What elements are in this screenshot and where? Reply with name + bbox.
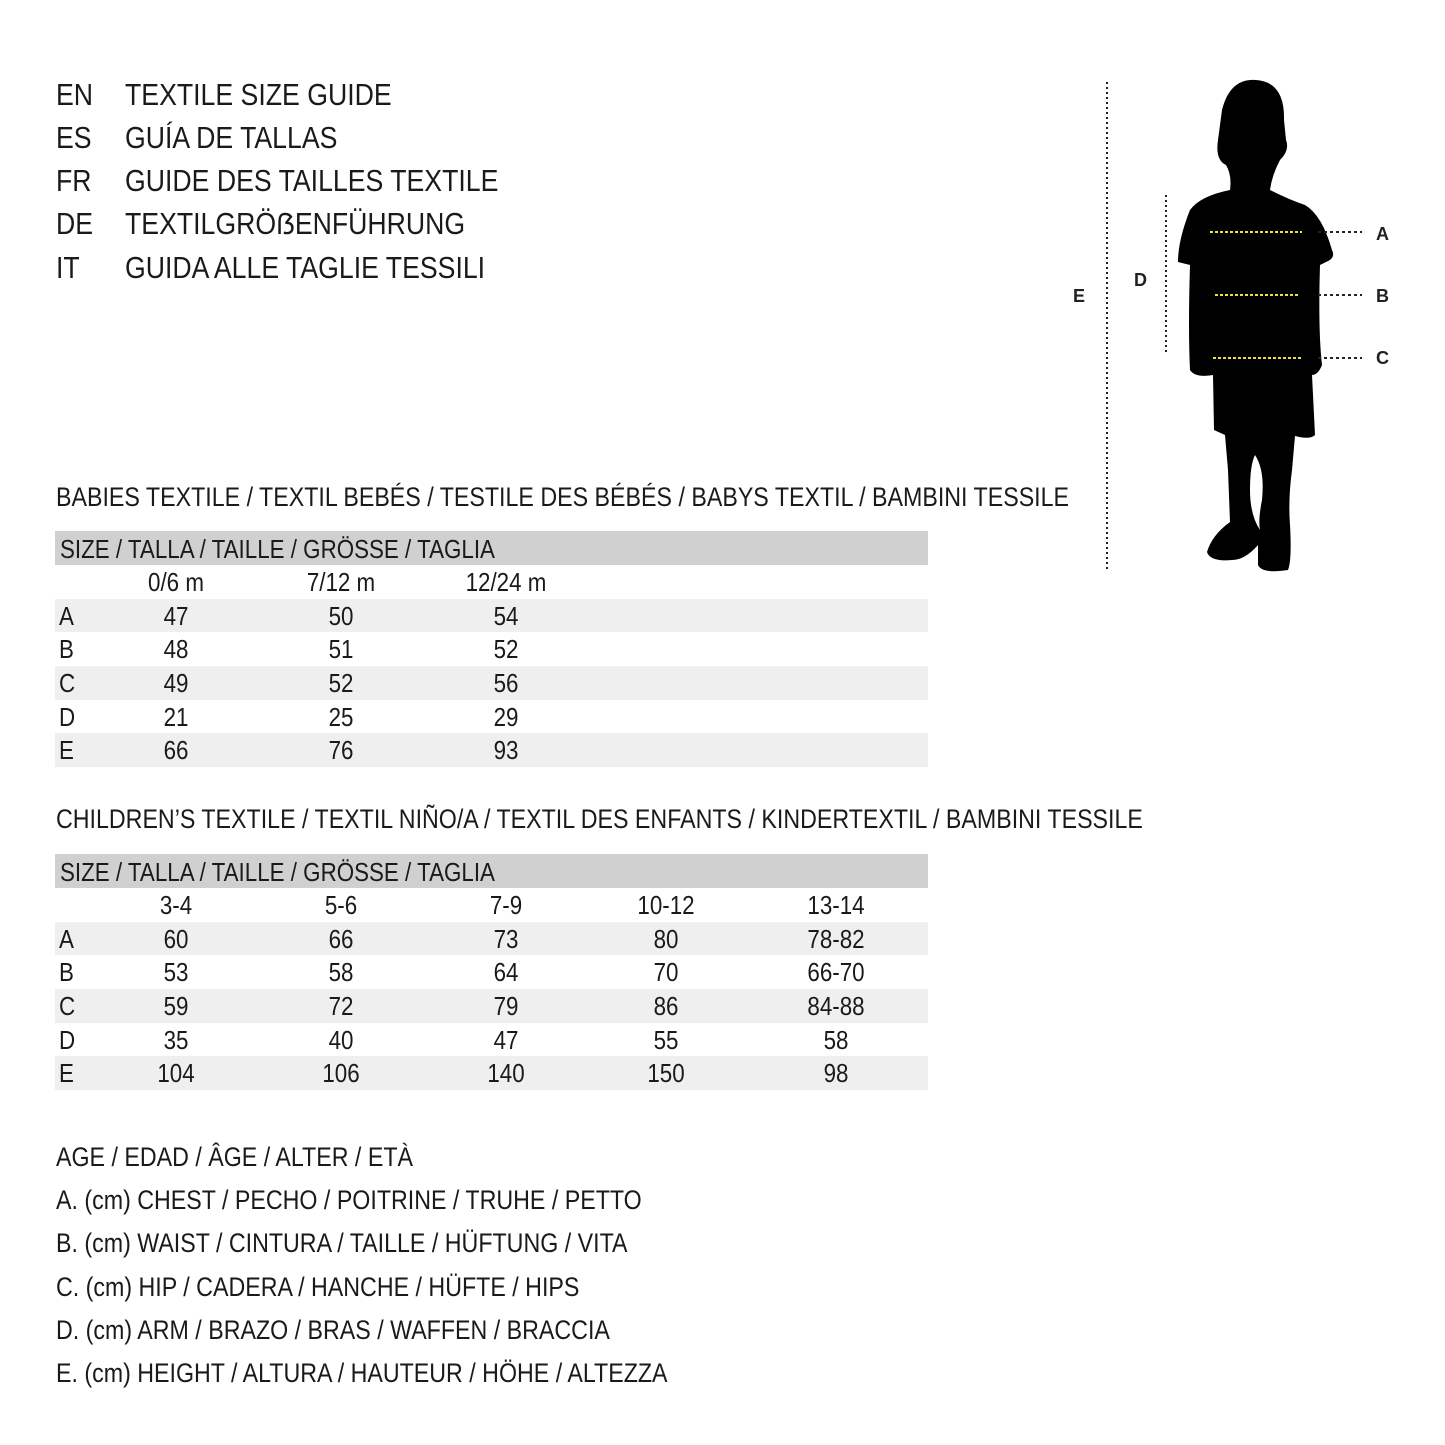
lang-code: ES bbox=[56, 120, 92, 155]
row-label: B bbox=[59, 634, 74, 665]
lang-code: EN bbox=[56, 77, 94, 112]
table-cell: 40 bbox=[328, 1024, 354, 1055]
label-e: E bbox=[1073, 286, 1085, 306]
table-cell: 47 bbox=[493, 1024, 519, 1055]
row-label: B bbox=[59, 957, 74, 988]
table-cell: 60 bbox=[163, 923, 189, 954]
table-cell: 78-82 bbox=[807, 923, 865, 954]
table-row: B 48 51 52 bbox=[55, 632, 928, 666]
table-cell: 73 bbox=[493, 923, 519, 954]
babies-heading: BABIES TEXTILE / TEXTIL BEBÉS / TESTILE … bbox=[56, 482, 1070, 512]
table-cell: 52 bbox=[493, 634, 519, 665]
table-row: B 53 58 64 70 66-70 bbox=[55, 955, 928, 989]
table-cell: 55 bbox=[653, 1024, 679, 1055]
label-d: D bbox=[1134, 270, 1147, 290]
babies-table: SIZE / TALLA / TAILLE / GRÖSSE / TAGLIA … bbox=[55, 531, 928, 768]
table-cell: 66 bbox=[163, 735, 189, 766]
children-table: SIZE / TALLA / TAILLE / GRÖSSE / TAGLIA … bbox=[55, 854, 928, 1091]
table-cell: 35 bbox=[163, 1024, 189, 1055]
label-c: C bbox=[1376, 348, 1389, 368]
title-text: GUÍA DE TALLAS bbox=[125, 120, 338, 155]
child-silhouette-icon bbox=[1178, 79, 1334, 572]
table-row: D 21 25 29 bbox=[55, 700, 928, 734]
legend-line: A. (cm) CHEST / PECHO / POITRINE / TRUHE… bbox=[56, 1185, 642, 1215]
title-text: GUIDE DES TAILLES TEXTILE bbox=[125, 163, 499, 198]
table-cell: 98 bbox=[823, 1058, 849, 1089]
row-label: A bbox=[59, 600, 74, 631]
table-cell: 84-88 bbox=[807, 991, 865, 1022]
child-silhouette-figure: A B C D E bbox=[1073, 79, 1389, 572]
table-cell: 76 bbox=[328, 735, 354, 766]
table-cell: 104 bbox=[157, 1058, 195, 1089]
table-cell: 93 bbox=[493, 735, 519, 766]
table-cell: 70 bbox=[653, 957, 679, 988]
table-cell: 49 bbox=[163, 668, 189, 699]
table-cell: 58 bbox=[823, 1024, 849, 1055]
table-cell: 51 bbox=[328, 634, 354, 665]
legend-line: AGE / EDAD / ÂGE / ALTER / ETÀ bbox=[56, 1142, 414, 1172]
table-row: A 47 50 54 bbox=[55, 598, 928, 633]
table-row: D 35 40 47 55 58 bbox=[55, 1023, 928, 1057]
title-text: TEXTILE SIZE GUIDE bbox=[125, 77, 392, 112]
row-label: D bbox=[59, 1024, 76, 1055]
row-label: D bbox=[59, 701, 76, 732]
table-cell: 56 bbox=[493, 668, 519, 699]
table-row: A 60 66 73 80 78-82 bbox=[55, 921, 928, 956]
table-header: SIZE / TALLA / TAILLE / GRÖSSE / TAGLIA bbox=[55, 854, 928, 888]
table-row: C 59 72 79 86 84-88 bbox=[55, 989, 928, 1023]
table-cell: 47 bbox=[163, 600, 189, 631]
table-cell: 25 bbox=[328, 701, 354, 732]
legend-line: C. (cm) HIP / CADERA / HANCHE / HÜFTE / … bbox=[56, 1272, 580, 1302]
table-cell: 150 bbox=[647, 1058, 685, 1089]
row-label: C bbox=[59, 668, 76, 699]
title-text: TEXTILGRÖẞENFÜHRUNG bbox=[125, 206, 466, 241]
table-cell: 72 bbox=[328, 991, 354, 1022]
legend-line: D. (cm) ARM / BRAZO / BRAS / WAFFEN / BR… bbox=[56, 1315, 610, 1345]
table-cell: 48 bbox=[163, 634, 189, 665]
table-cell: 50 bbox=[328, 600, 354, 631]
children-heading: CHILDREN’S TEXTILE / TEXTIL NIÑO/A / TEX… bbox=[56, 804, 1143, 834]
row-label: A bbox=[59, 923, 74, 954]
table-row: C 49 52 56 bbox=[55, 666, 928, 700]
column-headers: 0/6 m 7/12 m 12/24 m bbox=[148, 567, 547, 597]
row-label: E bbox=[59, 735, 74, 766]
label-a: A bbox=[1376, 224, 1389, 244]
row-label: E bbox=[59, 1058, 74, 1089]
lang-code: IT bbox=[56, 250, 80, 285]
table-cell: 52 bbox=[328, 668, 354, 699]
table-cell: 80 bbox=[653, 923, 679, 954]
table-cell: 86 bbox=[653, 991, 679, 1022]
table-cell: 53 bbox=[163, 957, 189, 988]
table-cell: 58 bbox=[328, 957, 354, 988]
title-text: GUIDA ALLE TAGLIE TESSILI bbox=[125, 250, 486, 285]
label-b: B bbox=[1376, 286, 1389, 306]
table-cell: 66-70 bbox=[807, 957, 865, 988]
table-cell: 140 bbox=[487, 1058, 525, 1089]
column-headers: 3-4 5-6 7-9 10-12 13-14 bbox=[159, 890, 865, 920]
table-cell: 59 bbox=[163, 991, 189, 1022]
table-row: E 66 76 93 bbox=[55, 733, 928, 768]
table-cell: 64 bbox=[493, 957, 519, 988]
legend-line: E. (cm) HEIGHT / ALTURA / HAUTEUR / HÖHE… bbox=[56, 1358, 668, 1388]
table-cell: 66 bbox=[328, 923, 354, 954]
table-cell: 54 bbox=[493, 600, 519, 631]
table-cell: 29 bbox=[493, 701, 519, 732]
lang-code: FR bbox=[56, 163, 92, 198]
legend-line: B. (cm) WAIST / CINTURA / TAILLE / HÜFTU… bbox=[56, 1228, 628, 1258]
table-cell: 106 bbox=[322, 1058, 360, 1089]
table-header: SIZE / TALLA / TAILLE / GRÖSSE / TAGLIA bbox=[55, 531, 928, 565]
table-cell: 79 bbox=[493, 991, 519, 1022]
lang-code: DE bbox=[56, 206, 94, 241]
table-row: E 104 106 140 150 98 bbox=[55, 1056, 928, 1091]
row-label: C bbox=[59, 991, 76, 1022]
table-cell: 21 bbox=[163, 701, 189, 732]
